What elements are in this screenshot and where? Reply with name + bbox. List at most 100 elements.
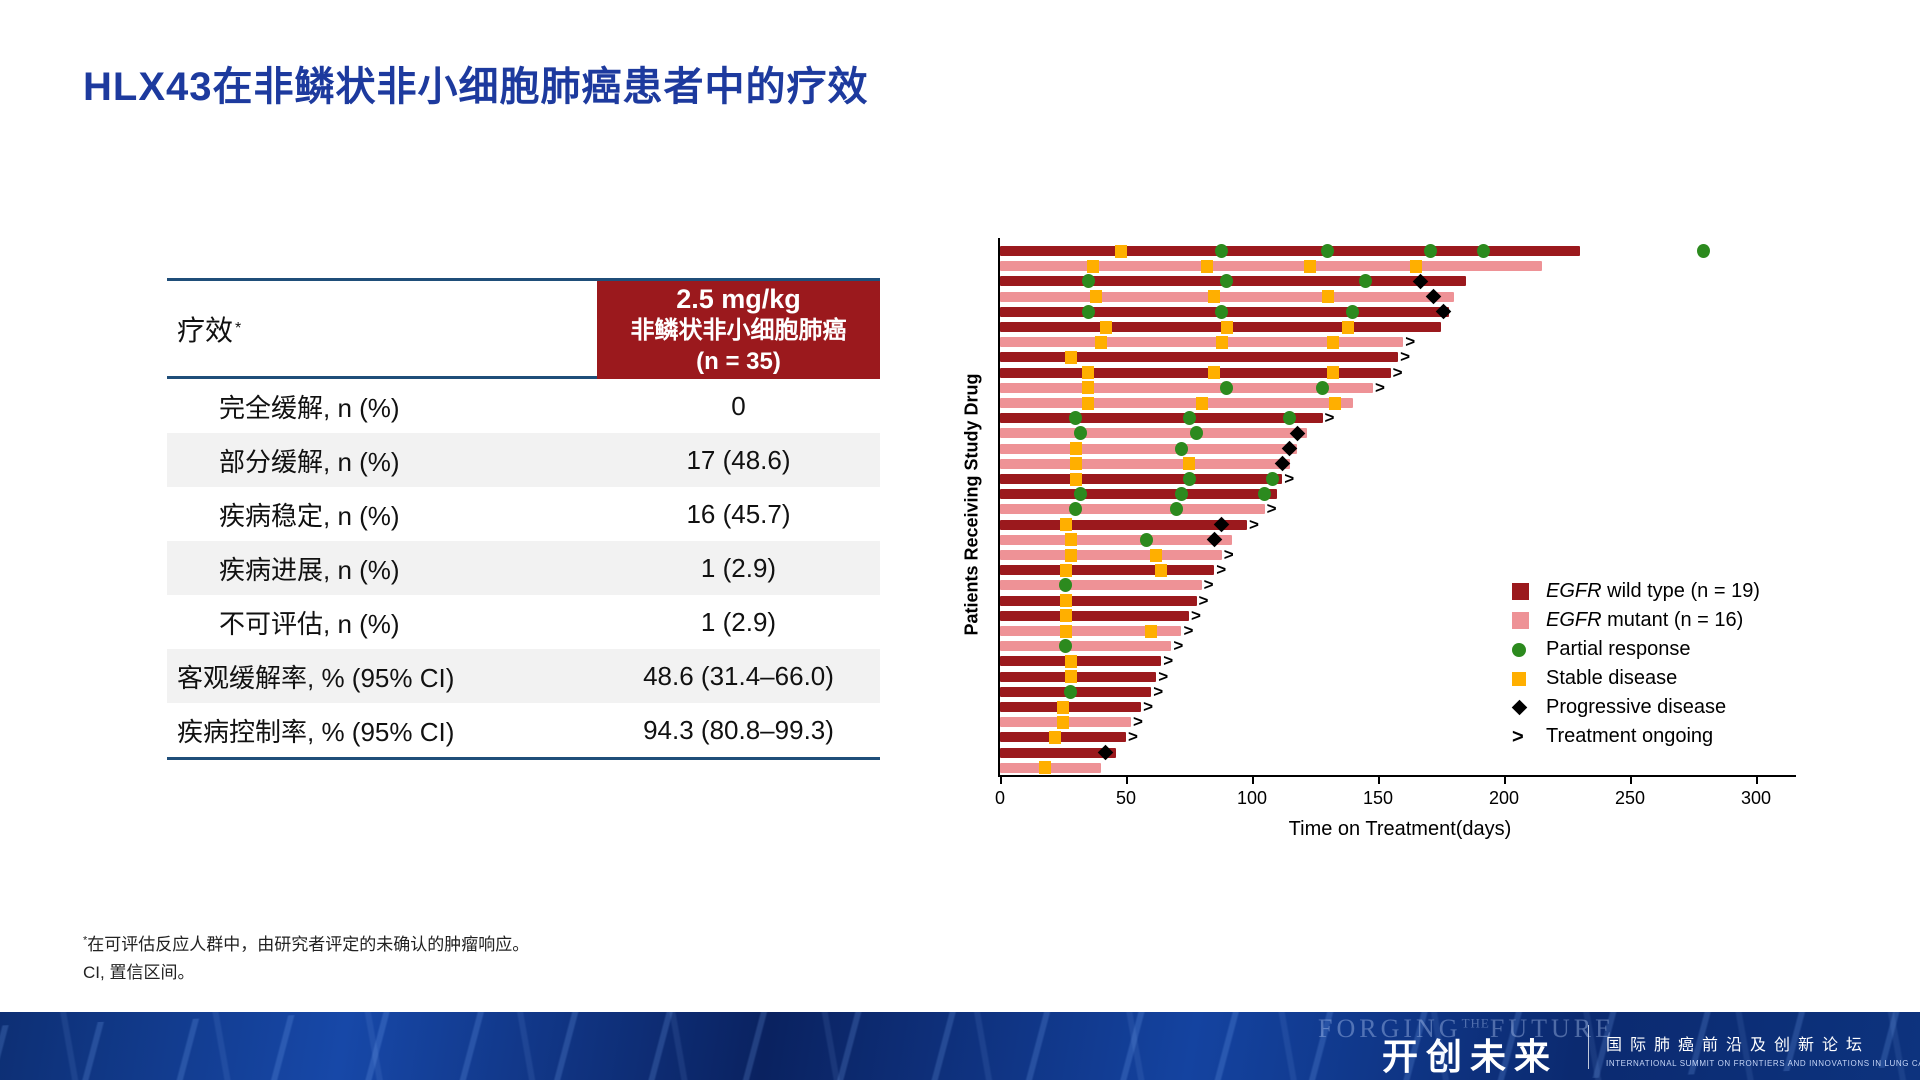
partial-response-icon [1069, 411, 1083, 426]
treatment-ongoing-icon: > [1191, 605, 1201, 625]
y-axis [998, 238, 1000, 777]
row-label: 疾病进展, n (%) [219, 554, 400, 585]
x-axis-tick [1252, 777, 1254, 784]
n-line: (n = 35) [696, 347, 781, 375]
stable-disease-icon [1069, 472, 1082, 486]
stable-disease-icon [1321, 290, 1334, 304]
x-axis-tick [1378, 777, 1380, 784]
partial-response-icon [1074, 426, 1088, 441]
x-axis [998, 775, 1796, 777]
table-header-label: 疗效 [177, 314, 234, 346]
swimmer-bar [1000, 610, 1189, 621]
partial-response-icon [1512, 642, 1526, 657]
row-value: 94.3 (80.8–99.3) [643, 714, 834, 745]
partial-response-icon [1081, 304, 1095, 319]
legend-swatch [1512, 583, 1538, 600]
stable-disease-icon [1303, 259, 1316, 273]
swimmer-bar [1000, 732, 1126, 743]
x-axis-tick [1756, 777, 1758, 784]
stable-disease-icon [1200, 259, 1213, 273]
partial-response-icon [1069, 502, 1083, 517]
treatment-ongoing-icon: > [1133, 712, 1143, 732]
legend-swatch [1512, 612, 1538, 629]
stable-disease-icon [1057, 715, 1069, 729]
row-label: 部分缓解, n (%) [219, 446, 400, 477]
partial-response-icon [1169, 502, 1183, 517]
treatment-ongoing-icon: > [1374, 377, 1385, 397]
stable-disease-icon [1183, 457, 1195, 471]
row-label: 疾病稳定, n (%) [219, 500, 400, 531]
swimmer-bar [1000, 458, 1290, 469]
partial-response-icon [1182, 472, 1196, 486]
swimmer-bar [1000, 489, 1278, 500]
stable-disease-icon [1039, 761, 1052, 775]
treatment-ongoing-icon: > [1198, 590, 1209, 610]
ghost-the: THE [1461, 1015, 1490, 1031]
stable-disease-icon [1326, 366, 1339, 380]
stable-disease-icon [1089, 290, 1102, 304]
stable-disease-icon [1087, 259, 1100, 273]
treatment-ongoing-icon: > [1173, 636, 1184, 656]
swimmer-bar [1000, 565, 1215, 576]
stable-disease-icon [1049, 730, 1062, 744]
partial-response-icon [1174, 441, 1188, 456]
treatment-ongoing-icon: > [1392, 362, 1403, 382]
footer-tagline-cn: 国际肺癌前沿及创新论坛 [1606, 1037, 1871, 1054]
swimmer-bar [1000, 671, 1157, 682]
swimmer-bar [1000, 656, 1162, 667]
legend-swatch: > [1512, 727, 1538, 747]
footnote-2: CI, 置信区间。 [83, 963, 195, 982]
treatment-ongoing-icon: > [1153, 681, 1164, 701]
legend-label: Treatment ongoing [1546, 725, 1714, 747]
treatment-ongoing-icon: > [1128, 727, 1138, 747]
legend-item: Partial response [1512, 635, 1760, 664]
stable-disease-icon [1220, 320, 1233, 334]
row-label: 疾病控制率, % (95% CI) [177, 716, 455, 747]
population-line: 非鳞状非小细胞肺癌 [630, 316, 847, 344]
stable-disease-icon [1409, 259, 1422, 273]
stable-disease-icon [1064, 548, 1077, 562]
partial-response-icon [1321, 244, 1335, 258]
table-row: 疾病稳定, n (%) 16 (45.7) [167, 487, 880, 541]
table-row: 疾病控制率, % (95% CI) 94.3 (80.8–99.3) [167, 703, 880, 757]
row-value: 17 (48.6) [686, 444, 791, 475]
x-axis-tick [1126, 777, 1128, 784]
legend-swatch [1511, 699, 1538, 716]
swimmer-bar [1000, 595, 1197, 606]
partial-response-icon [1283, 411, 1297, 426]
legend-swatch [1512, 642, 1538, 657]
legend-label: EGFR wild type (n = 19) [1546, 580, 1760, 602]
partial-response-icon [1064, 684, 1078, 699]
footer-band: FORGINGTHEFUTURE 开创未来 国际肺癌前沿及创新论坛 INTERN… [0, 1012, 1920, 1080]
stable-disease-icon [1094, 335, 1107, 349]
stable-disease-icon [1326, 335, 1339, 349]
swimmer-bar [1000, 261, 1542, 272]
stable-disease-icon [1059, 624, 1072, 638]
stable-disease-icon [1064, 350, 1077, 364]
table-row: 疾病进展, n (%) 1 (2.9) [167, 541, 880, 595]
table-body: 完全缓解, n (%) 0 部分缓解, n (%) 17 (48.6) 疾病稳定, n … [167, 379, 880, 760]
swimmer-bar [1000, 626, 1182, 636]
treatment-ongoing-icon: > [1163, 651, 1174, 671]
stable-disease-icon [1082, 381, 1095, 395]
ghost-forging: FORGING [1318, 1014, 1462, 1043]
efficacy-table: 疗效 * 2.5 mg/kg 非鳞状非小细胞肺癌 (n = 35) 完全缓解, n… [167, 278, 880, 760]
stable-disease-icon [1059, 594, 1072, 608]
stable-disease-icon [1099, 320, 1112, 334]
x-axis-tick-label: 0 [994, 788, 1005, 808]
treatment-ongoing-icon: > [1183, 621, 1194, 640]
stable-disease-icon [1064, 670, 1077, 684]
treatment-ongoing-icon: > [1223, 545, 1234, 564]
stable-disease-icon [1329, 396, 1342, 410]
swimmer-bar [1000, 322, 1441, 332]
treatment-ongoing-icon: > [1284, 469, 1295, 488]
ghost-future: FUTURE [1489, 1014, 1615, 1043]
footnote-star: * [83, 934, 88, 947]
swimmer-bar [1000, 504, 1265, 515]
stable-disease-icon [1082, 396, 1095, 410]
swimmer-bar [1000, 534, 1232, 545]
x-axis-label: Time on Treatment(days) [1288, 818, 1512, 840]
stable-disease-icon [1341, 320, 1354, 334]
legend-item: EGFR wild type (n = 19) [1512, 577, 1760, 606]
stable-disease-icon [1059, 563, 1072, 577]
